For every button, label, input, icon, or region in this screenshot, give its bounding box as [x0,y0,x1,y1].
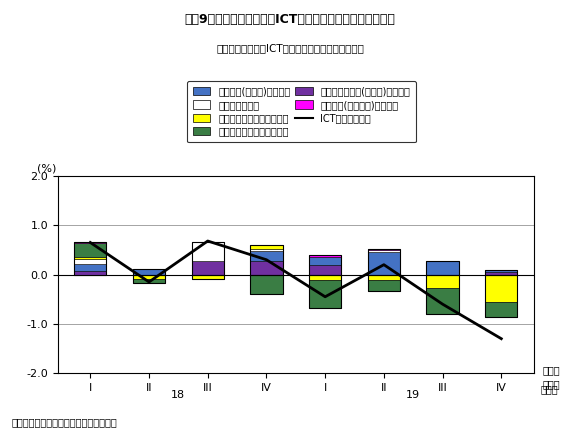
Bar [368,275,400,281]
Bar [309,257,341,265]
Text: 図表9　輸入総額に占めるICT関連輸入（品目別）の寄与度: 図表9 輸入総額に占めるICT関連輸入（品目別）の寄与度 [184,13,396,26]
Bar [368,281,400,291]
Bar [74,242,107,244]
Bar [309,275,341,308]
Bar [309,281,341,308]
Bar [251,249,282,251]
Bar [191,261,224,275]
Legend: 電算機類(含部品)・寄与度, 通信機・寄与度, 半導体等電子部品・寄与度, 半導体等製造装置・寄与度, 音響・映像機器(含部品)・寄与度, 記録媒体(含記録済): 電算機類(含部品)・寄与度, 通信機・寄与度, 半導体等電子部品・寄与度, 半導… [187,81,416,142]
Bar [368,275,400,291]
Bar [74,257,107,259]
Bar [133,275,165,284]
Bar [133,269,165,275]
Bar [133,275,165,278]
Text: (%): (%) [37,163,56,173]
Bar [251,251,282,261]
Bar [485,272,517,275]
Bar [426,261,459,275]
Bar [485,302,517,317]
Bar [485,269,517,275]
Bar [309,255,341,275]
Text: （年）: （年） [542,380,560,390]
Text: （期）: （期） [541,384,558,394]
Bar [309,265,341,275]
Text: 19: 19 [406,390,420,401]
Text: 輸入総額に占めるICT関連輸入（品目別）の寄与度: 輸入総額に占めるICT関連輸入（品目別）の寄与度 [216,43,364,53]
Bar [251,245,282,249]
Bar [251,275,282,294]
Bar [74,271,107,275]
Bar [309,255,341,257]
Text: （期）: （期） [542,366,560,375]
Bar [368,249,400,275]
Bar [74,244,107,257]
Text: （出所）財務省「貿易統計」から作成。: （出所）財務省「貿易統計」から作成。 [12,417,117,427]
Bar [191,242,224,261]
Bar [74,242,107,275]
Bar [426,275,459,314]
Bar [368,249,400,250]
Text: 18: 18 [171,390,186,401]
Bar [426,275,459,288]
Bar [368,252,400,275]
Bar [368,250,400,252]
Bar [426,288,459,314]
Bar [251,245,282,275]
Bar [251,275,282,294]
Bar [133,278,165,284]
Bar [191,242,224,275]
Bar [485,275,517,302]
Bar [133,269,165,275]
Bar [74,264,107,271]
Bar [426,261,459,275]
Bar [191,275,224,278]
Bar [485,275,517,317]
Bar [251,261,282,275]
Bar [74,259,107,264]
Bar [309,275,341,281]
Bar [485,270,517,272]
Bar [191,275,224,278]
